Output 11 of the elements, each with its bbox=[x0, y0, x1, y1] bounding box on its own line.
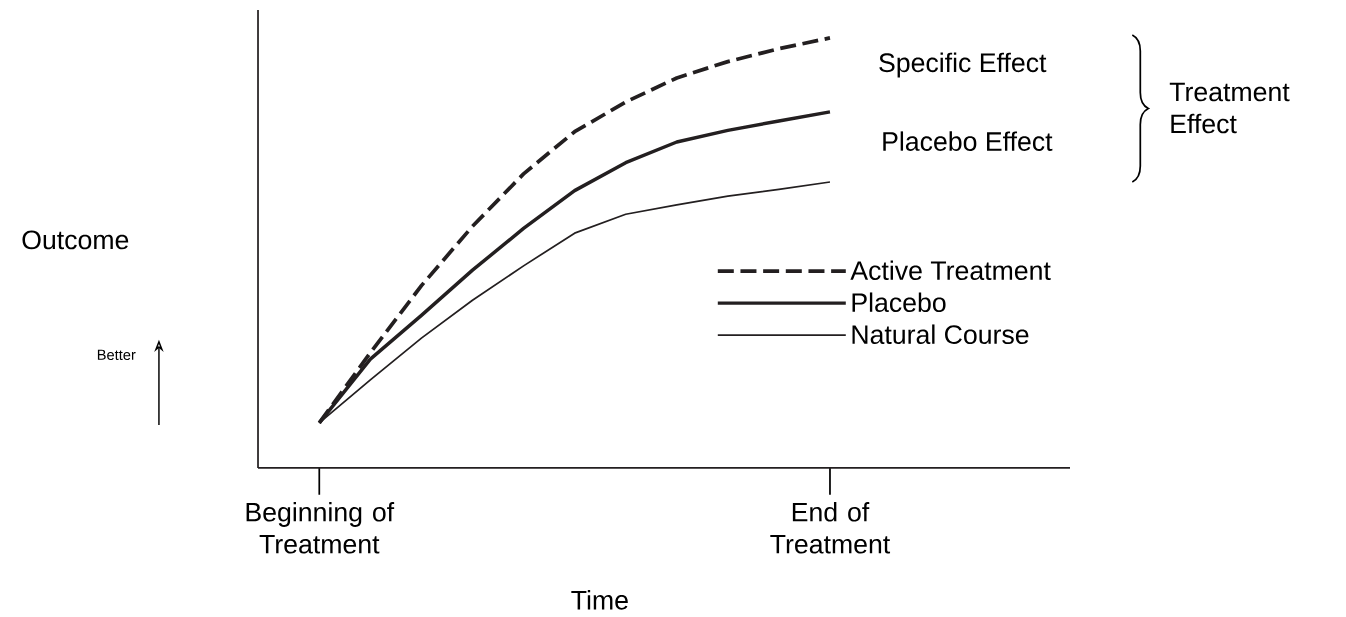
y-axis-title: Outcome bbox=[22, 230, 129, 250]
x-tick-label: End of Treatment bbox=[770, 502, 891, 554]
legend-label: Natural Course bbox=[852, 324, 1029, 345]
text: Placebo Effect bbox=[883, 131, 1053, 151]
x-axis-title: Time bbox=[571, 590, 628, 610]
text: Better bbox=[97, 349, 136, 361]
text: Specific Effect bbox=[879, 52, 1047, 78]
legend-label: Placebo bbox=[852, 292, 946, 313]
text: Treatment Effect bbox=[1169, 82, 1290, 134]
x-tick-label: Beginning of Treatment bbox=[246, 502, 395, 554]
legend-label: Active Treatment bbox=[850, 260, 1051, 281]
